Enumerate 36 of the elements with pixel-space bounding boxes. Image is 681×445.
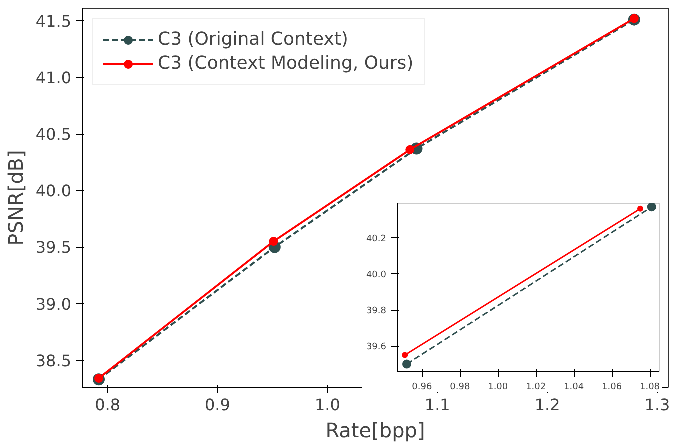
x-tick-label: 1.1 [424, 396, 450, 414]
y-tick-label: 39.5 [36, 238, 72, 258]
x-tick-label: 1.08 [640, 382, 660, 392]
x-tick-label: 1.3 [644, 396, 670, 414]
x-tick-label: 1.2 [534, 396, 560, 414]
x-tick-label: 1.0 [314, 396, 340, 414]
y-tick-label: 40.0 [36, 182, 72, 201]
y-tick-label: 41.0 [36, 68, 72, 88]
y-tick-label: 40.5 [36, 125, 72, 144]
y-tick-label: 39.0 [36, 294, 72, 314]
x-tick-label: 0.98 [450, 382, 470, 392]
y-tick-label: 39.8 [366, 306, 387, 317]
y-tick-label: 40.0 [366, 270, 387, 280]
point [94, 374, 104, 383]
x-tick-label: 1.02 [526, 382, 546, 392]
point [630, 14, 639, 24]
y-tick-label: 41.5 [36, 12, 72, 31]
legend-label: C3 (Original Context) [158, 29, 348, 50]
x-tick-label: 0.96 [412, 382, 432, 392]
y-axis-title: PSNR[dB] [4, 150, 28, 246]
x-tick-label: 1.04 [564, 382, 584, 392]
x-axis-title: Rate[bpp] [326, 418, 426, 442]
legend-label: C3 (Context Modeling, Ours) [158, 53, 414, 74]
point [406, 145, 415, 154]
x-tick-label: 1.06 [602, 382, 622, 392]
point [638, 206, 644, 212]
x-tick-label: 0.9 [205, 396, 230, 414]
y-tick-label: 38.5 [36, 351, 72, 370]
x-tick-label: 1.00 [488, 382, 508, 392]
y-tick-label: 39.6 [366, 342, 387, 353]
point [647, 204, 656, 212]
point [402, 360, 412, 369]
x-tick-label: 0.8 [95, 396, 121, 414]
point [402, 352, 408, 358]
point [269, 237, 278, 246]
y-tick-label: 40.2 [366, 234, 387, 244]
